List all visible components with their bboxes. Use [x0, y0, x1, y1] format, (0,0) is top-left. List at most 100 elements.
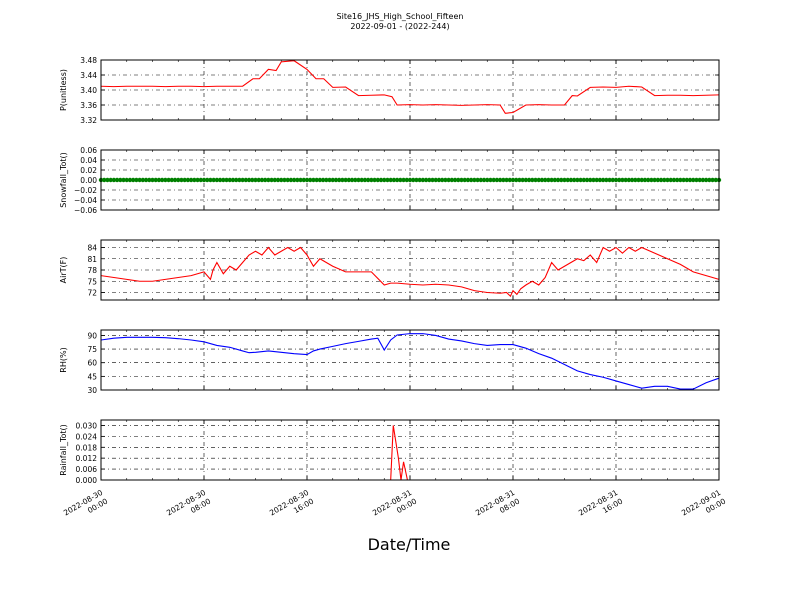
data-point-snowfall: [588, 177, 593, 183]
data-point-snowfall: [423, 177, 429, 183]
data-point-snowfall: [485, 177, 490, 183]
y-axis-label-pressure: P(unitless): [59, 69, 68, 111]
y-tick-label-pressure: 3.32: [80, 116, 97, 125]
data-point-snowfall: [552, 177, 558, 183]
data-point-snowfall: [237, 177, 242, 183]
axes-frame-air-temp: [100, 239, 720, 301]
data-point-snowfall: [472, 177, 477, 183]
data-point-snowfall: [340, 177, 345, 183]
data-point-snowfall: [530, 177, 535, 183]
data-point-snowfall: [159, 177, 165, 183]
data-point-snowfall: [259, 177, 265, 183]
data-point-snowfall: [130, 177, 136, 183]
data-point-snowfall: [388, 177, 393, 183]
data-point-snowfall: [227, 177, 232, 183]
data-point-snowfall: [526, 177, 532, 183]
y-axis-label-rainfall: Rainfall_Tot(): [59, 424, 68, 476]
data-point-snowfall: [327, 177, 332, 183]
data-point-snowfall: [565, 177, 570, 183]
data-point-snowfall: [378, 177, 384, 183]
data-point-snowfall: [417, 177, 422, 183]
data-point-snowfall: [404, 177, 409, 183]
data-point-snowfall: [266, 177, 271, 183]
y-tick-label-snowfall: 0.00: [80, 176, 97, 185]
data-point-snowfall: [655, 177, 661, 183]
data-point-snowfall: [176, 177, 181, 183]
data-point-snowfall: [645, 177, 651, 183]
data-point-snowfall: [272, 177, 278, 183]
data-point-snowfall: [118, 177, 123, 183]
axes-frame-pressure: [100, 59, 720, 121]
data-point-snowfall: [221, 177, 226, 183]
data-point-snowfall: [311, 177, 316, 183]
data-point-snowfall: [584, 177, 590, 183]
data-point-snowfall: [111, 177, 117, 183]
data-point-snowfall: [121, 177, 126, 183]
data-point-snowfall: [166, 177, 171, 183]
data-point-snowfall: [491, 177, 496, 183]
data-point-snowfall: [269, 177, 274, 183]
y-tick-label-pressure: 3.44: [80, 71, 97, 80]
y-tick-label-snowfall: −0.04: [74, 196, 97, 205]
y-tick-label-rainfall: 0.006: [76, 465, 98, 474]
data-point-snowfall: [143, 177, 149, 183]
data-point-snowfall: [671, 177, 677, 183]
data-point-snowfall: [514, 177, 519, 183]
data-point-snowfall: [536, 177, 541, 183]
data-point-snowfall: [192, 177, 197, 183]
data-point-snowfall: [713, 177, 718, 183]
data-point-snowfall: [288, 177, 294, 183]
data-point-snowfall: [662, 177, 667, 183]
y-axis-label-snowfall: Snowfall_Tot(): [59, 152, 68, 208]
y-tick-label-air-temp: 84: [87, 244, 97, 253]
data-point-snowfall: [687, 177, 693, 183]
data-point-snowfall: [575, 177, 580, 183]
y-tick-label-rainfall: 0.000: [76, 476, 98, 485]
data-point-snowfall: [256, 177, 261, 183]
data-point-snowfall: [691, 177, 696, 183]
data-point-snowfall: [205, 177, 210, 183]
data-point-snowfall: [295, 177, 300, 183]
data-point-snowfall: [694, 177, 699, 183]
data-point-snowfall: [214, 177, 220, 183]
data-point-snowfall: [414, 177, 419, 183]
data-point-snowfall: [617, 177, 622, 183]
data-point-snowfall: [137, 177, 142, 183]
data-point-snowfall: [407, 177, 413, 183]
y-tick-label-pressure: 3.36: [80, 101, 97, 110]
data-point-snowfall: [652, 177, 657, 183]
data-point-snowfall: [163, 177, 168, 183]
data-point-snowfall: [308, 177, 313, 183]
data-point-snowfall: [369, 177, 374, 183]
series-line-rh: [100, 333, 720, 390]
chart-subtitle: 2022-09-01 - (2022-244): [350, 22, 449, 31]
data-point-snowfall: [246, 177, 252, 183]
data-point-snowfall: [510, 177, 516, 183]
data-point-snowfall: [604, 177, 609, 183]
x-axis-label: Date/Time: [368, 535, 451, 554]
data-point-snowfall: [546, 177, 551, 183]
y-tick-label-rh: 90: [87, 331, 97, 340]
data-point-snowfall: [359, 177, 364, 183]
data-point-snowfall: [179, 177, 184, 183]
data-point-snowfall: [433, 177, 438, 183]
data-point-snowfall: [610, 177, 615, 183]
y-axis-label-air-temp: AirT(F): [59, 257, 68, 284]
data-point-snowfall: [710, 177, 715, 183]
data-point-snowfall: [578, 177, 583, 183]
data-point-snowfall: [349, 177, 355, 183]
data-point-snowfall: [684, 177, 690, 183]
data-point-snowfall: [449, 177, 455, 183]
data-point-snowfall: [674, 177, 680, 183]
panel-rh: 30 45 60 75 90 RH(%): [59, 329, 720, 395]
data-point-snowfall: [336, 177, 342, 183]
data-point-snowfall: [504, 177, 509, 183]
data-point-snowfall: [108, 177, 113, 183]
data-point-snowfall: [198, 177, 203, 183]
data-point-snowfall: [542, 177, 548, 183]
data-point-snowfall: [636, 177, 641, 183]
data-point-snowfall: [626, 177, 632, 183]
panel-rainfall: 0.000 0.006 0.012 0.018 0.024 0.030 Rainfall_T…: [59, 419, 720, 485]
panel-air-temp: 72 75 78 81 84 AirT(F): [59, 239, 720, 301]
data-point-snowfall: [262, 177, 268, 183]
